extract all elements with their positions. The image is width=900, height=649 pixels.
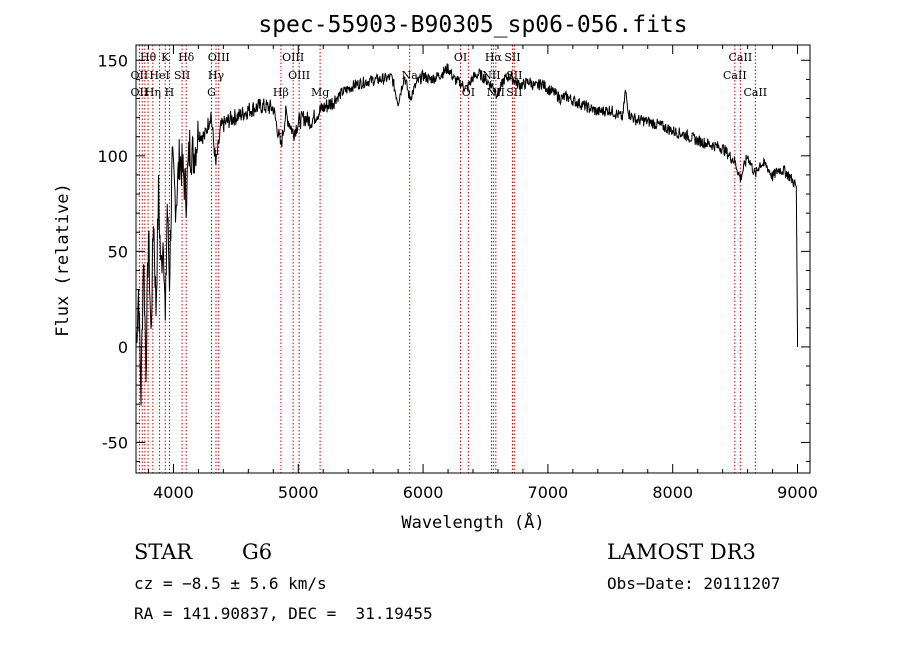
emission-line-markers [138,45,756,473]
line-label: CaII [729,51,753,64]
y-tick-label: 0 [118,338,128,357]
spectrum-line [135,63,798,406]
chart-title: spec-55903-B90305_sp06-056.fits [258,12,687,38]
coordinates: RA = 141.90837, DEC = 31.19455 [134,604,433,623]
line-label: Mg [311,86,329,99]
line-label: OI [454,51,467,64]
line-label: CaII [723,69,747,82]
line-label: CaII [743,86,767,99]
line-label: OIII [282,51,304,64]
y-axis-label: Flux (relative) [53,183,73,337]
y-tick-label: -50 [102,433,128,452]
emission-line-labels: Hθ OII OII K HeI Hη Hδ SII H OIII Hγ G OIII OIII Hβ Mg N… [131,51,768,99]
line-label: Na [402,69,419,82]
line-label: Hα [485,51,503,64]
object-subclass: G6 [242,540,273,564]
line-label: OIII [208,51,230,64]
line-label: SII [174,69,190,82]
line-label: SII [506,86,522,99]
redshift-cz: cz = −8.5 ± 5.6 km/s [134,574,327,593]
plot-frame [135,44,811,474]
x-tick-label: 8000 [652,483,693,502]
axis-ticks: 4000 5000 6000 7000 8000 9000 -50 0 50 100 150 [97,45,818,502]
line-label: OIII [288,69,310,82]
line-label: Hγ [208,69,225,82]
x-tick-label: 5000 [278,483,319,502]
line-label: NII [482,69,500,82]
line-label: OII [131,69,149,82]
survey-name: LAMOST DR3 [607,540,756,564]
line-label: Hδ [178,51,195,64]
y-tick-label: 50 [108,242,128,261]
line-label: HeI [149,69,169,82]
line-label: Hθ [140,51,157,64]
y-tick-label: 150 [97,51,128,70]
x-axis-label: Wavelength (Å) [401,511,544,533]
observation-date: Obs−Date: 20111207 [607,574,781,593]
line-label: Hβ [273,86,289,99]
y-tick-label: 100 [97,147,128,166]
line-label: H [165,86,175,99]
line-label: G [207,86,216,99]
line-label: K [161,51,170,64]
object-class: STAR [134,540,193,564]
line-label: SII [504,51,520,64]
x-tick-label: 7000 [528,483,569,502]
x-tick-label: 9000 [777,483,818,502]
line-label: Hη [145,86,161,99]
x-tick-label: 6000 [403,483,444,502]
line-label: OII [131,86,149,99]
x-tick-label: 4000 [153,483,194,502]
